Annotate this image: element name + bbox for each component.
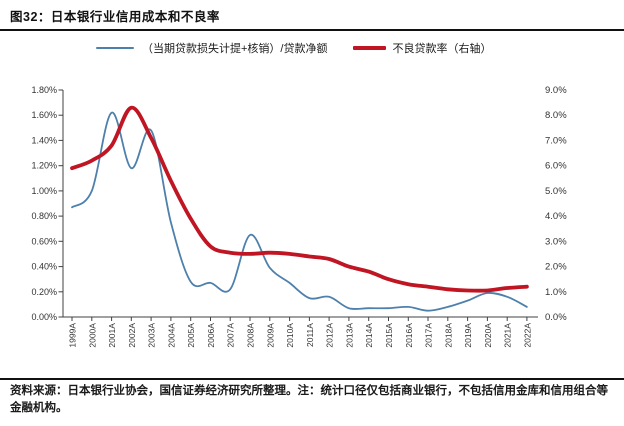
x-axis-year-label: 2009A: [265, 323, 275, 348]
x-axis-year-label: 2012A: [325, 323, 335, 348]
left-axis-tick-label: 0.40%: [31, 262, 57, 272]
x-axis-year-label: 2019A: [463, 323, 473, 348]
x-axis-year-label: 2011A: [305, 323, 315, 347]
axis-lines: [62, 90, 533, 318]
right-axis-tick-label: 2.0%: [545, 262, 567, 273]
left-axis-tick-label: 1.00%: [31, 186, 57, 196]
legend-line-swatch-npl: [353, 46, 387, 50]
x-axis-year-label: 2000A: [87, 323, 97, 348]
x-axis-year-label: 2015A: [384, 323, 394, 348]
left-axis-tick-label: 1.20%: [31, 161, 57, 171]
x-axis-year-label: 2005A: [186, 323, 196, 348]
right-axis-tick-label: 8.0%: [545, 110, 567, 121]
x-axis-year-label: 2016A: [404, 323, 414, 348]
right-axis-tick-label: 0.0%: [545, 312, 567, 323]
x-axis-year-label: 2014A: [364, 323, 374, 348]
footer-rule: [0, 378, 624, 380]
x-axis-year-label: 2022A: [522, 323, 532, 348]
x-axis-year-label: 2021A: [503, 323, 513, 348]
chart-legend: （当期贷款损失计提+核销）/贷款净额 不良贷款率（右轴）: [96, 40, 491, 56]
right-axis-tick-label: 6.0%: [545, 161, 567, 172]
x-axis-year-label: 2004A: [166, 323, 176, 348]
left-axis-tick-label: 1.40%: [31, 135, 57, 145]
left-axis-tick-label: 0.20%: [31, 287, 57, 297]
x-axis-year-label: 2013A: [344, 323, 354, 348]
right-axis-tick-label: 9.0%: [545, 85, 567, 96]
right-axis-tick-label: 7.0%: [545, 135, 567, 146]
right-axis-tick-label: 4.0%: [545, 211, 567, 222]
x-axis-year-label: 2017A: [424, 323, 434, 348]
legend-line-swatch-credit-cost: [96, 47, 134, 49]
legend-label-credit-cost: （当期贷款损失计提+核销）/贷款净额: [142, 43, 328, 55]
x-axis-year-label: 2001A: [107, 323, 117, 348]
left-axis-tick-label: 1.60%: [31, 110, 57, 120]
source-note: 资料来源：日本银行业协会，国信证券经济研究所整理。注：统计口径仅包括商业银行，不…: [10, 385, 608, 414]
series-line-npl-ratio: [70, 105, 529, 293]
series-line-credit-cost: [71, 111, 528, 312]
legend-label-npl: 不良贷款率（右轴）: [392, 43, 492, 55]
title-rule: [0, 29, 624, 31]
x-axis-year-label: 2008A: [246, 323, 256, 348]
x-axis-year-label: 2007A: [226, 323, 236, 348]
left-axis-tick-label: 0.60%: [31, 236, 57, 246]
left-axis-tick-label: 1.80%: [31, 85, 57, 95]
x-axis-year-label: 2003A: [147, 323, 157, 348]
right-axis-tick-label: 5.0%: [545, 186, 567, 197]
x-axis-year-label: 2006A: [206, 323, 216, 348]
x-axis-year-label: 1999A: [68, 323, 78, 348]
figure-title: 图32：日本银行业信用成本和不良率: [10, 10, 220, 24]
x-axis-year-label: 2018A: [443, 323, 453, 348]
right-axis-tick-label: 1.0%: [545, 287, 567, 298]
right-axis-tick-label: 3.0%: [545, 236, 567, 247]
x-axis-year-label: 2010A: [285, 323, 295, 348]
left-axis-tick-label: 0.00%: [31, 312, 57, 322]
x-axis-year-label: 2002A: [127, 323, 137, 348]
left-axis-tick-label: 0.80%: [31, 211, 57, 221]
x-axis-year-label: 2020A: [483, 323, 493, 348]
